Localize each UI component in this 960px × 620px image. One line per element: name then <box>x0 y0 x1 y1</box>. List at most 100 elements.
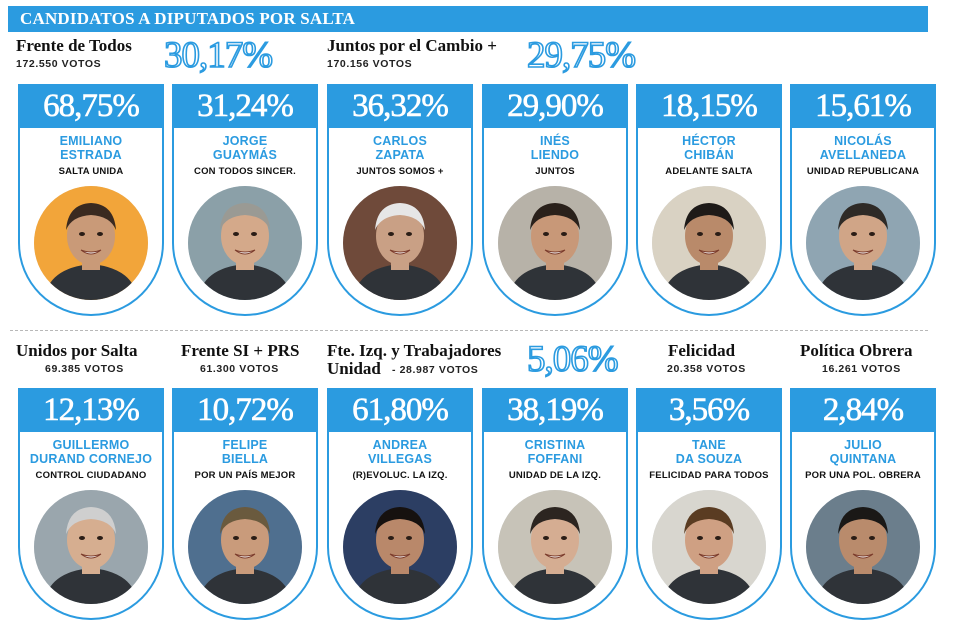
candidate-name: NICOLÁS AVELLANEDA <box>792 134 934 162</box>
candidate-name: HÉCTOR CHIBÁN <box>638 134 780 162</box>
candidate-first-name: GUILLERMO <box>52 438 130 452</box>
candidate-photo <box>34 186 148 300</box>
candidate-first-name: HÉCTOR <box>682 134 736 148</box>
candidate-card: 31,24% JORGE GUAYMÁS CON TODOS SINCER. <box>172 84 318 316</box>
candidate-name: ANDREA VILLEGAS <box>329 438 471 466</box>
header-banner: CANDIDATOS A DIPUTADOS POR SALTA <box>8 6 928 32</box>
candidate-card: 68,75% EMILIANO ESTRADA SALTA UNIDA <box>18 84 164 316</box>
candidate-list-name: ADELANTE SALTA <box>665 166 753 177</box>
candidate-name: GUILLERMO DURAND CORNEJO <box>20 438 162 466</box>
party-name: Frente de Todos <box>16 36 132 55</box>
candidate-first-name: CARLOS <box>373 134 427 148</box>
party-name: Unidos por Salta <box>16 341 138 360</box>
photo-guillermo-durand-cornejo <box>34 490 148 604</box>
candidate-card: 2,84% JULIO QUINTANA POR UNA POL. OBRERA <box>790 388 936 620</box>
candidate-last-name: BIELLA <box>221 452 269 466</box>
candidate-list-name: CON TODOS SINCER. <box>194 166 296 177</box>
candidate-list-name: JUNTOS SOMOS + <box>356 166 444 177</box>
candidate-name: CRISTINA FOFFANI <box>484 438 626 466</box>
candidate-photo <box>188 490 302 604</box>
candidate-card: 10,72% FELIPE BIELLA POR UN PAÍS MEJOR <box>172 388 318 620</box>
candidate-percentage: 29,90% <box>484 84 626 128</box>
candidate-list-name: (R)EVOLUC. LA IZQ. <box>352 470 448 481</box>
photo-nicolas-avellaneda <box>806 186 920 300</box>
candidate-percentage: 3,56% <box>638 388 780 432</box>
candidate-card: 12,13% GUILLERMO DURAND CORNEJO CONTROL CIU… <box>18 388 164 620</box>
party-votes: 69.385 VOTOS <box>45 363 124 375</box>
candidate-name: EMILIANO ESTRADA <box>20 134 162 162</box>
candidate-first-name: ANDREA <box>372 438 428 452</box>
party-name: Frente SI + PRS <box>181 341 300 360</box>
row-divider <box>10 330 928 331</box>
candidate-card: 36,32% CARLOS ZAPATA JUNTOS SOMOS + <box>327 84 473 316</box>
candidate-photo <box>343 490 457 604</box>
candidate-photo <box>343 186 457 300</box>
party-name: Política Obrera <box>800 341 913 360</box>
party-votes: - 28.987 VOTOS <box>392 364 479 376</box>
party-votes: 16.261 VOTOS <box>822 363 901 375</box>
party-votes: 61.300 VOTOS <box>200 363 279 375</box>
party-votes: 20.358 VOTOS <box>667 363 746 375</box>
photo-emiliano-estrada <box>34 186 148 300</box>
candidate-name: TANE DA SOUZA <box>638 438 780 466</box>
candidate-photo <box>652 490 766 604</box>
candidate-photo <box>652 186 766 300</box>
photo-andrea-villegas <box>343 490 457 604</box>
candidate-list-name: UNIDAD REPUBLICANA <box>806 166 920 177</box>
candidate-last-name: AVELLANEDA <box>819 148 907 162</box>
party-name-line1: Fte. Izq. y Trabajadores <box>327 341 502 360</box>
candidate-last-name: LIENDO <box>530 148 580 162</box>
candidate-list-name: FELICIDAD PARA TODOS <box>649 470 769 481</box>
candidate-percentage: 38,19% <box>484 388 626 432</box>
photo-felipe-biella <box>188 490 302 604</box>
candidate-card: 29,90% INÉS LIENDO JUNTOS <box>482 84 628 316</box>
candidate-last-name: DURAND CORNEJO <box>29 452 153 466</box>
candidate-name: FELIPE BIELLA <box>174 438 316 466</box>
candidate-last-name: VILLEGAS <box>367 452 433 466</box>
photo-ines-liendo <box>498 186 612 300</box>
candidate-photo <box>188 186 302 300</box>
photo-julio-quintana <box>806 490 920 604</box>
candidate-photo <box>498 490 612 604</box>
candidate-last-name: ZAPATA <box>375 148 425 162</box>
candidate-photo <box>34 490 148 604</box>
candidate-photo <box>806 186 920 300</box>
candidate-card: 38,19% CRISTINA FOFFANI UNIDAD DE LA IZQ. <box>482 388 628 620</box>
candidate-card: 3,56% TANE DA SOUZA FELICIDAD PARA TODOS <box>636 388 782 620</box>
candidate-percentage: 68,75% <box>20 84 162 128</box>
photo-hector-chiban <box>652 186 766 300</box>
candidate-card: 15,61% NICOLÁS AVELLANEDA UNIDAD REPUBLICAN… <box>790 84 936 316</box>
candidate-percentage: 12,13% <box>20 388 162 432</box>
party-percentage: 5,06% <box>526 339 619 381</box>
candidate-first-name: JORGE <box>222 134 268 148</box>
candidate-list-name: UNIDAD DE LA IZQ. <box>508 470 602 481</box>
candidate-photo <box>806 490 920 604</box>
candidate-percentage: 15,61% <box>792 84 934 128</box>
candidate-card: 18,15% HÉCTOR CHIBÁN ADELANTE SALTA <box>636 84 782 316</box>
candidate-first-name: EMILIANO <box>59 134 123 148</box>
candidate-percentage: 31,24% <box>174 84 316 128</box>
candidate-first-name: JULIO <box>844 438 882 452</box>
candidate-list-name: JUNTOS <box>535 166 575 177</box>
candidate-photo <box>498 186 612 300</box>
photo-tane-da-souza <box>652 490 766 604</box>
party-name-line2: Unidad <box>327 359 381 378</box>
party-name: Juntos por el Cambio + <box>327 36 497 55</box>
candidate-card: 61,80% ANDREA VILLEGAS (R)EVOLUC. LA IZQ. <box>327 388 473 620</box>
candidate-first-name: CRISTINA <box>524 438 586 452</box>
candidate-list-name: POR UNA POL. OBRERA <box>805 470 921 481</box>
candidate-last-name: GUAYMÁS <box>212 148 278 162</box>
candidate-list-name: SALTA UNIDA <box>58 166 124 177</box>
party-percentage: 29,75% <box>526 35 637 77</box>
candidate-first-name: INÉS <box>540 134 570 148</box>
party-percentage: 30,17% <box>163 35 274 77</box>
candidate-last-name: DA SOUZA <box>675 452 743 466</box>
candidate-percentage: 18,15% <box>638 84 780 128</box>
candidate-last-name: ESTRADA <box>60 148 122 162</box>
candidate-last-name: QUINTANA <box>829 452 897 466</box>
party-name: Felicidad <box>668 341 736 360</box>
candidate-list-name: POR UN PAÍS MEJOR <box>194 470 296 481</box>
candidate-percentage: 2,84% <box>792 388 934 432</box>
candidate-name: CARLOS ZAPATA <box>329 134 471 162</box>
page-title: CANDIDATOS A DIPUTADOS POR SALTA <box>20 9 356 28</box>
